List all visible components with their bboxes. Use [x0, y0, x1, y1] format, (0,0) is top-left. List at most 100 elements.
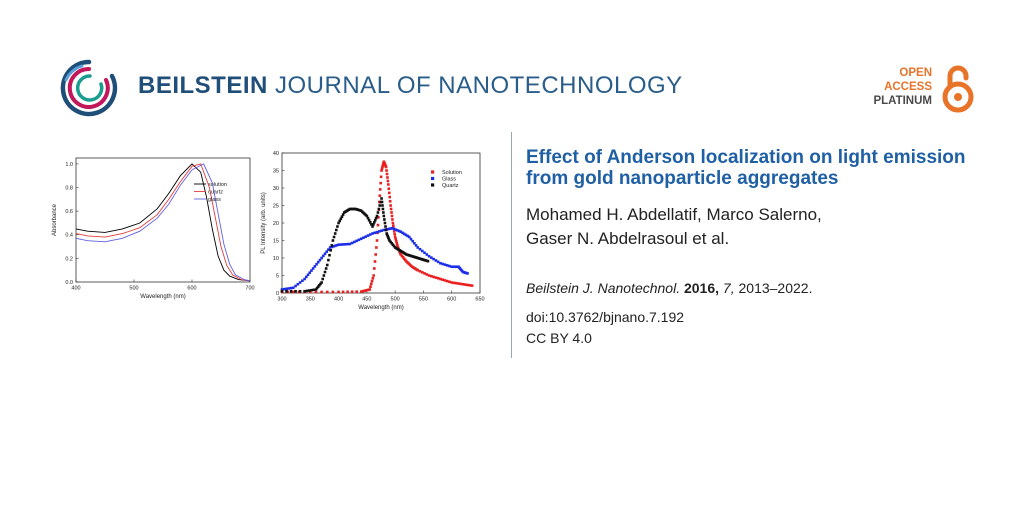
y-tick-label: 0.8: [65, 185, 73, 191]
data-point-Solution: [359, 290, 363, 293]
data-point-Solution: [402, 257, 406, 260]
data-point-Glass: [323, 252, 327, 256]
y-tick-label: 0: [276, 291, 279, 297]
data-point-Glass: [335, 243, 339, 247]
data-point-Quartz: [380, 200, 384, 204]
data-point-Quartz: [371, 225, 374, 228]
article-title[interactable]: Effect of Anderson localization on light…: [526, 147, 966, 189]
data-point-Solution: [450, 281, 454, 284]
data-point-Glass: [407, 235, 411, 239]
citation-year: 2016,: [683, 280, 720, 296]
data-point-Solution: [355, 290, 358, 293]
data-point-Solution: [369, 285, 372, 288]
journal-logo-icon: [60, 59, 118, 117]
data-point-Solution: [368, 288, 371, 291]
series-line-solution: [75, 163, 251, 282]
y-axis-label: PL Intensity (arb. units): [261, 192, 267, 253]
data-point-Glass: [432, 257, 435, 261]
legend-label: Solution: [442, 170, 462, 176]
data-point-Glass: [359, 237, 363, 241]
data-point-Solution: [470, 284, 474, 287]
data-point-Quartz: [325, 263, 329, 267]
data-point-Solution: [378, 188, 382, 191]
data-point-Glass: [455, 265, 459, 269]
data-point-Solution: [385, 169, 388, 172]
data-point-Glass: [301, 279, 304, 283]
data-point-Glass: [287, 287, 291, 290]
data-point-Quartz: [373, 221, 376, 224]
data-point-Glass: [362, 236, 365, 239]
data-point-Solution: [391, 218, 394, 221]
data-point-Solution: [443, 279, 447, 282]
data-point-Glass: [402, 232, 406, 236]
data-point-Quartz: [384, 228, 388, 232]
y-tick-label: 15: [273, 238, 279, 244]
open-access-badge: OPEN ACCESS PLATINUM: [866, 64, 976, 114]
data-point-Solution: [378, 194, 382, 197]
data-point-Quartz: [366, 216, 370, 220]
data-point-Glass: [451, 265, 455, 269]
data-point-Solution: [387, 191, 391, 195]
data-point-Glass: [330, 245, 334, 249]
data-point-Solution: [389, 207, 393, 211]
legend-swatch: [431, 183, 435, 187]
authors-line2: Gaser N. Abdelrasoul et al.: [526, 229, 730, 248]
y-tick-label: 40: [273, 151, 279, 157]
data-point-Quartz: [339, 217, 343, 221]
data-point-Solution: [363, 289, 366, 293]
x-axis-label: Wavelength (nm): [140, 294, 185, 300]
data-point-Solution: [441, 278, 444, 281]
data-point-Quartz: [341, 213, 345, 216]
data-point-Solution: [394, 239, 398, 243]
data-point-Solution: [390, 211, 393, 214]
data-point-Glass: [443, 263, 447, 266]
y-tick-label: 20: [273, 221, 279, 227]
data-point-Solution: [375, 246, 378, 249]
data-point-Solution: [314, 290, 318, 294]
citation-journal: Beilstein J. Nanotechnol.: [526, 280, 681, 296]
open-access-text: OPEN ACCESS PLATINUM: [873, 66, 932, 108]
data-point-Quartz: [327, 258, 330, 262]
data-point-Glass: [321, 254, 325, 258]
data-point-Solution: [459, 282, 463, 286]
data-point-Quartz: [383, 218, 386, 221]
data-point-Solution: [392, 230, 396, 233]
data-point-Quartz: [426, 259, 430, 263]
data-point-Quartz: [323, 270, 327, 274]
data-point-Glass: [411, 239, 414, 243]
data-point-Solution: [430, 274, 433, 278]
data-point-Glass: [392, 227, 396, 231]
data-point-Quartz: [381, 207, 385, 211]
data-point-Glass: [413, 242, 416, 245]
data-point-Quartz: [368, 221, 372, 224]
data-point-Glass: [434, 259, 438, 262]
data-point-Quartz: [285, 289, 288, 293]
data-point-Glass: [320, 256, 323, 260]
data-point-Solution: [418, 270, 422, 273]
data-point-Glass: [292, 286, 295, 290]
data-point-Glass: [315, 263, 318, 266]
data-point-Quartz: [335, 228, 338, 232]
pl-intensity-chart: 300 350 400 450 500 550 600 650 0 5 10 15 20 25 30 35 40…: [261, 151, 485, 311]
y-tick-label: 0.4: [65, 233, 73, 239]
data-point-Quartz: [336, 225, 339, 228]
data-point-Glass: [306, 273, 310, 277]
data-point-Glass: [448, 264, 451, 268]
data-point-Quartz: [340, 215, 344, 218]
data-point-Solution: [439, 277, 442, 281]
x-tick-label: 700: [245, 286, 254, 292]
legend-swatch: [431, 176, 435, 181]
data-point-Glass: [310, 269, 313, 272]
data-point-Quartz: [333, 232, 337, 235]
doi-link[interactable]: doi:10.3762/bjnano.7.192: [526, 309, 685, 325]
data-point-Solution: [376, 223, 380, 227]
authors-line1: Mohamed H. Abdellatif, Marco Salerno,: [526, 205, 822, 224]
data-point-Solution: [370, 279, 374, 283]
data-point-Glass: [308, 271, 312, 274]
data-point-Glass: [427, 254, 431, 258]
data-point-Solution: [463, 283, 467, 286]
legend-label: cuartz: [208, 189, 223, 195]
journal-name-light: JOURNAL OF NANOTECHNOLOGY: [275, 72, 683, 99]
data-point-Glass: [280, 288, 284, 291]
y-tick-label: 1.0: [65, 162, 73, 168]
